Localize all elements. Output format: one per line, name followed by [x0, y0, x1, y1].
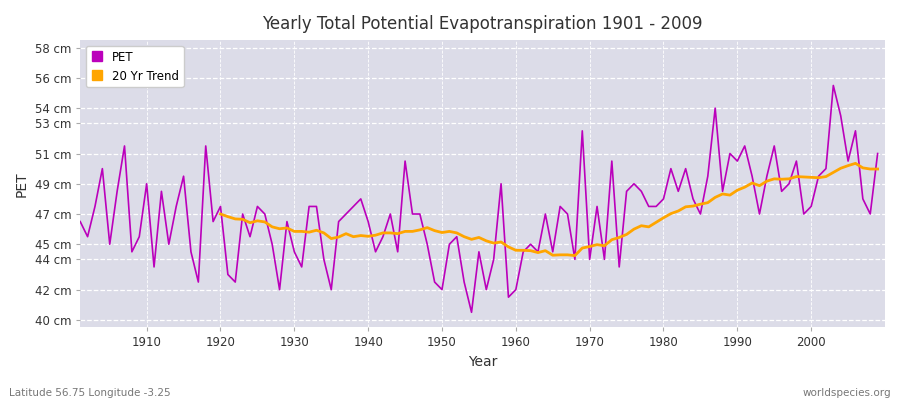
Title: Yearly Total Potential Evapotranspiration 1901 - 2009: Yearly Total Potential Evapotranspiratio… [263, 15, 703, 33]
Legend: PET, 20 Yr Trend: PET, 20 Yr Trend [86, 46, 184, 87]
X-axis label: Year: Year [468, 355, 498, 369]
Y-axis label: PET: PET [15, 171, 29, 196]
Text: Latitude 56.75 Longitude -3.25: Latitude 56.75 Longitude -3.25 [9, 388, 171, 398]
Text: worldspecies.org: worldspecies.org [803, 388, 891, 398]
